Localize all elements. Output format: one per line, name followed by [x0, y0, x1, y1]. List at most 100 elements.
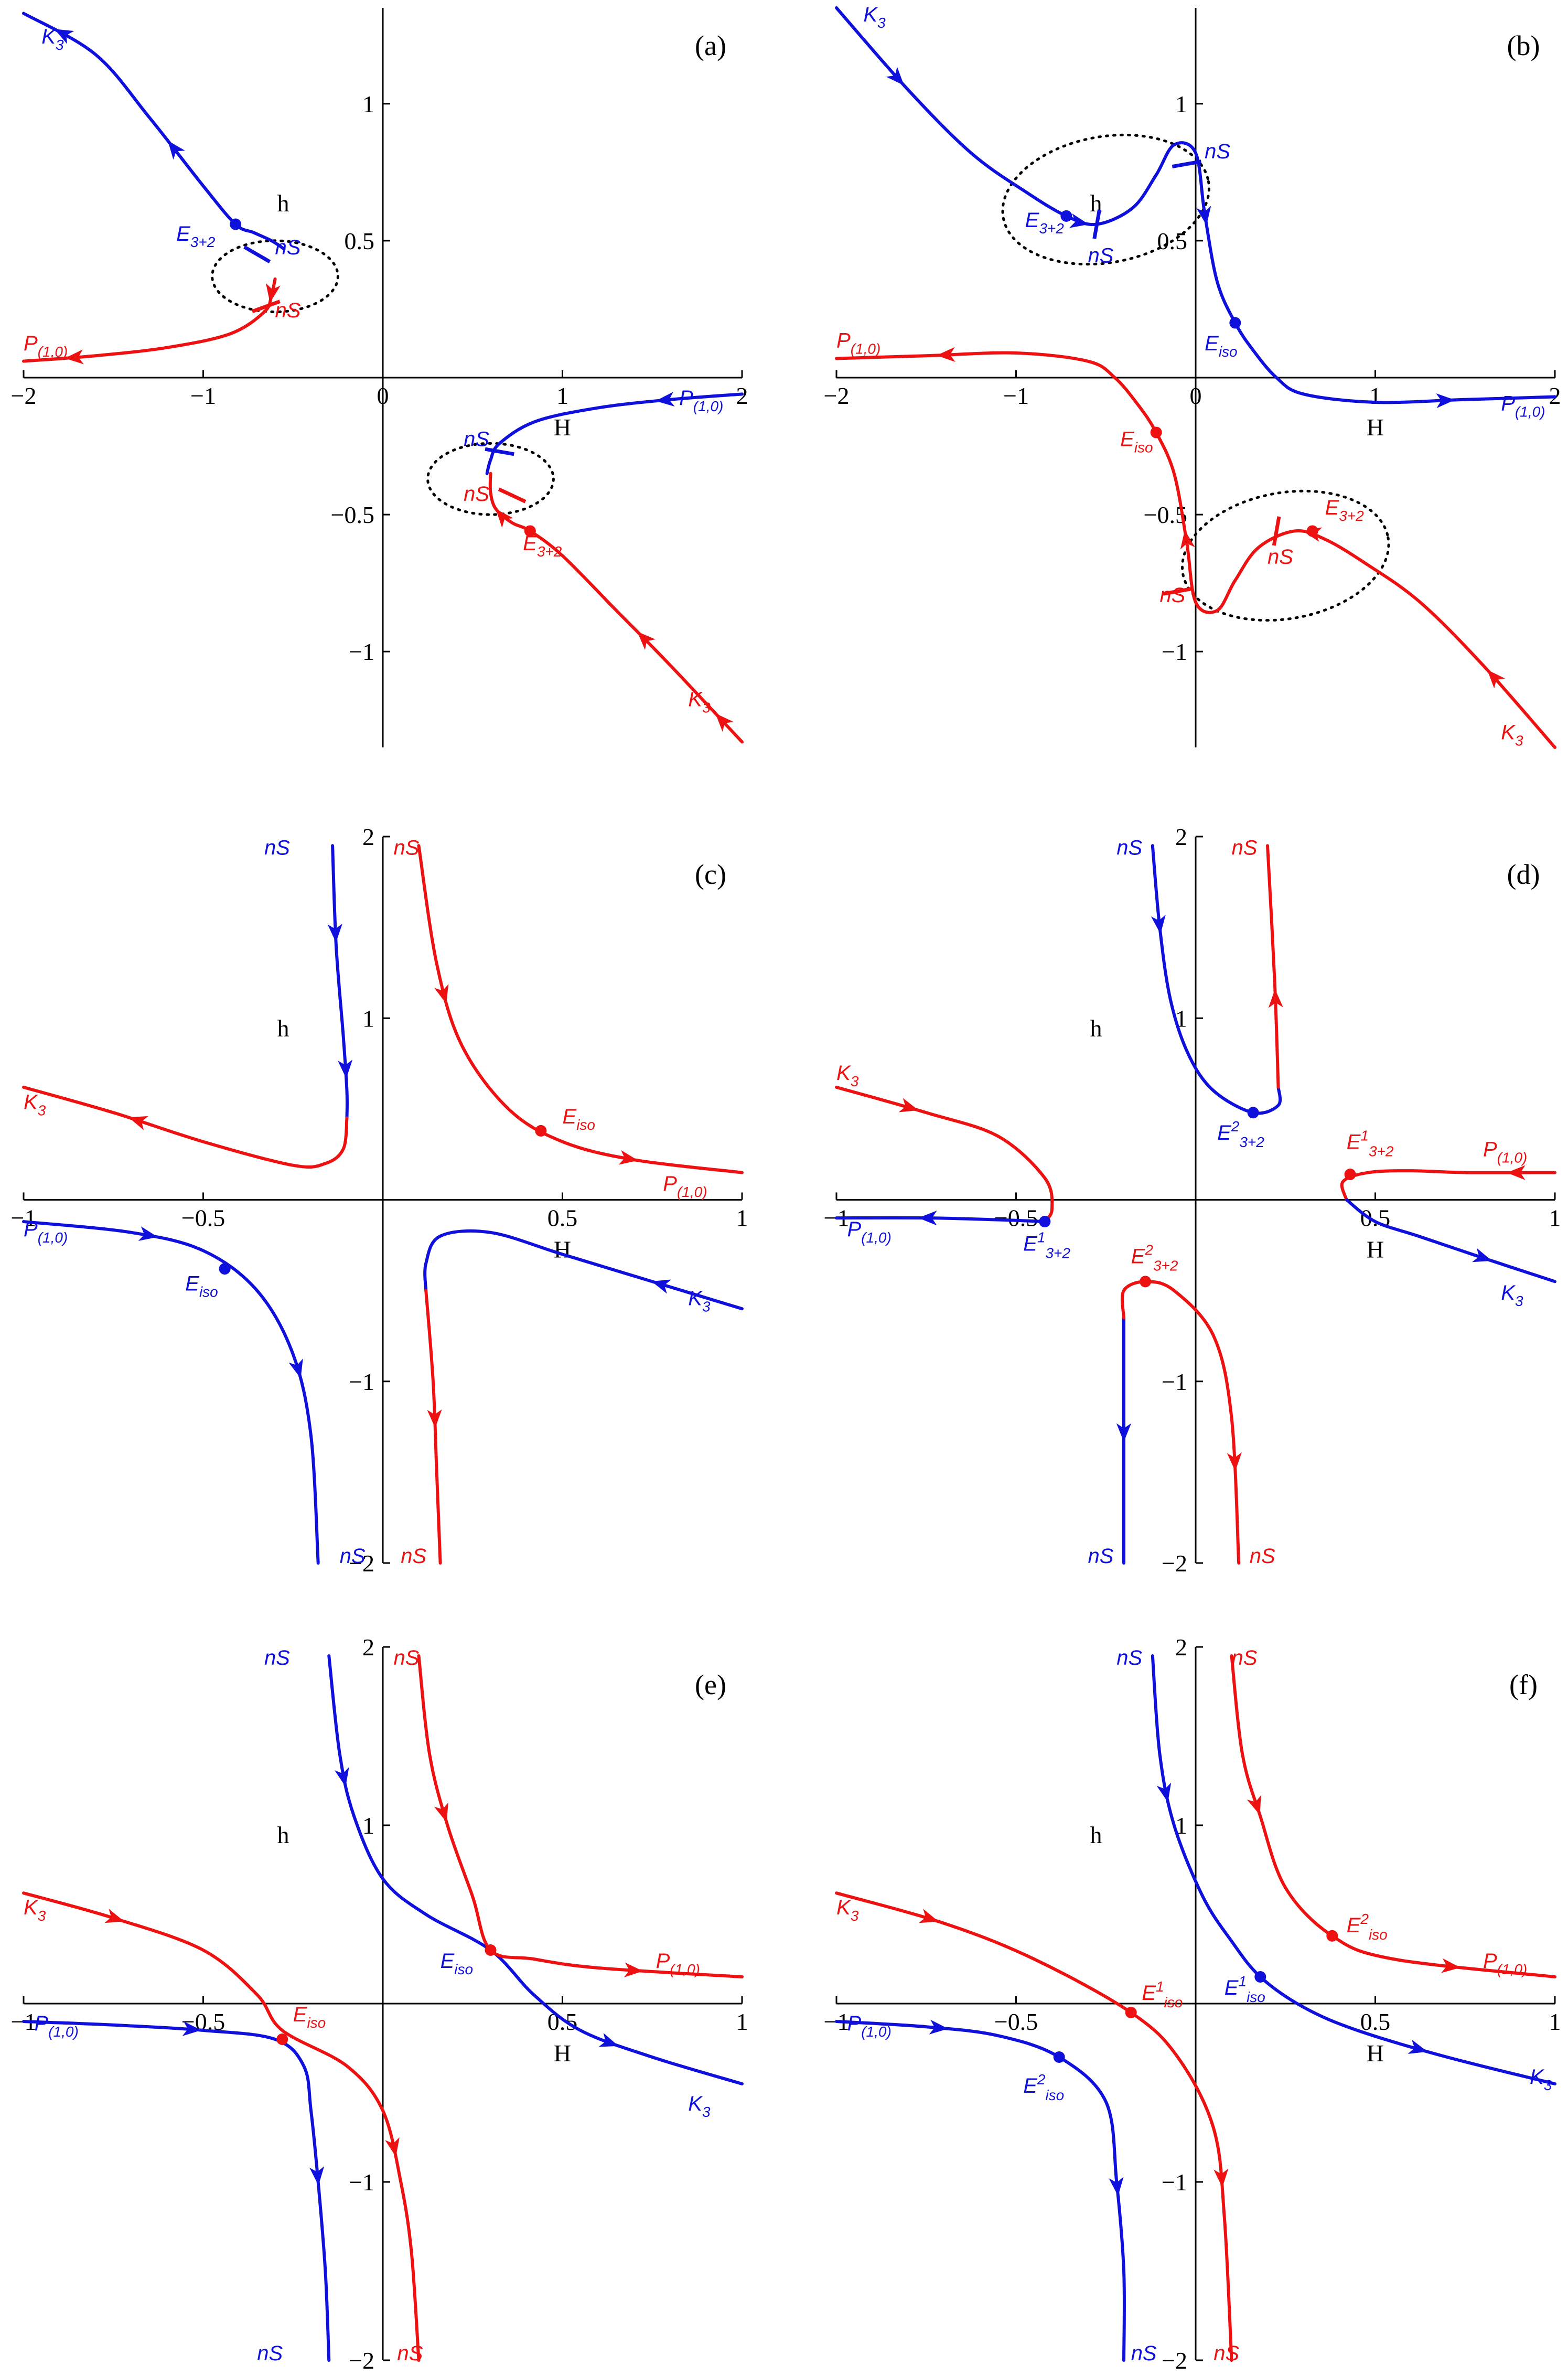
- label-main: P: [1501, 392, 1515, 415]
- equilibrium-point: [524, 525, 536, 537]
- label-main: P: [1483, 1138, 1497, 1161]
- label-main: P: [656, 1950, 670, 1973]
- label-main: E: [441, 1950, 455, 1973]
- direction-arrow: [929, 2019, 949, 2035]
- label-main: E: [1325, 496, 1340, 519]
- curve-label: K3: [24, 1090, 46, 1118]
- curve-label: E2iso: [1347, 1911, 1388, 1943]
- label-subscript: 3: [702, 700, 711, 716]
- label-main: K: [836, 1062, 852, 1085]
- curve-label: K3: [1501, 721, 1523, 748]
- direction-arrow: [1268, 989, 1283, 1008]
- panel-tag: (f): [1509, 1669, 1538, 1700]
- red-trajectory: [835, 351, 1556, 749]
- label-main: nS: [401, 1545, 426, 1568]
- label-main: nS: [275, 299, 301, 322]
- panel-tag: (c): [695, 859, 726, 890]
- label-main: nS: [1250, 1545, 1275, 1568]
- label-main: nS: [1232, 1646, 1258, 1669]
- equilibrium-point: [276, 2033, 288, 2045]
- label-main: E: [1025, 209, 1040, 232]
- curve-label: nS: [394, 1646, 420, 1669]
- curve-label: nS: [464, 428, 489, 451]
- label-subscript: (1,0): [861, 1229, 892, 1246]
- curve-label: P(1,0): [836, 329, 880, 357]
- curve-label: nS: [340, 1545, 366, 1568]
- direction-arrow: [104, 1909, 124, 1923]
- label-main: nS: [397, 2342, 423, 2365]
- label-superscript: 1: [1238, 1973, 1247, 1989]
- label-main: E: [1023, 1232, 1038, 1255]
- curve-label: nS: [1213, 2342, 1239, 2365]
- label-superscript: 2: [1037, 2071, 1046, 2088]
- label-subscript: (1,0): [861, 2024, 892, 2040]
- y-tick-label: −1: [349, 2169, 374, 2196]
- curve-label: nS: [1160, 584, 1186, 607]
- blue-trajectory: [1151, 1654, 1556, 2085]
- x-tick-label: −1: [1003, 382, 1029, 409]
- direction-arrow: [1487, 670, 1506, 689]
- red-trajectory: [835, 1085, 1054, 1224]
- curve-label: nS: [397, 2342, 423, 2365]
- x-tick-label: 1: [556, 382, 568, 409]
- crossing-mark: [251, 299, 281, 314]
- curve-label: nS: [1088, 1545, 1114, 1568]
- blue-trajectory: [835, 1216, 1047, 1224]
- label-subscript: 3+2: [1239, 1134, 1264, 1150]
- crossing-mark: [1163, 587, 1193, 596]
- y-tick-label: −2: [1162, 2347, 1187, 2374]
- direction-arrow: [936, 347, 955, 362]
- curve-label: P(1,0): [847, 1218, 892, 1246]
- direction-arrow: [1408, 2039, 1428, 2054]
- direction-arrow: [598, 2032, 619, 2047]
- direction-arrow: [434, 983, 449, 1004]
- curve-label: E3+2: [1025, 209, 1065, 237]
- x-axis-label: H: [554, 1236, 571, 1263]
- direction-arrow: [54, 29, 74, 45]
- direction-arrow: [918, 1909, 939, 1923]
- x-axis-label: H: [1367, 2040, 1384, 2067]
- y-tick-label: −1: [1162, 1368, 1187, 1395]
- equilibrium-point: [219, 1263, 231, 1275]
- y-tick-label: 2: [1175, 1634, 1187, 1661]
- curve-label: K3: [688, 688, 711, 716]
- direction-arrow: [128, 1116, 149, 1130]
- equilibrium-point: [485, 1944, 497, 1956]
- direction-arrow: [427, 1409, 442, 1428]
- label-subscript: (1,0): [693, 398, 724, 414]
- red-trajectory: [488, 472, 744, 744]
- equilibrium-point: [535, 1125, 547, 1137]
- equilibrium-point: [1140, 1276, 1152, 1288]
- label-subscript: 3+2: [1039, 220, 1064, 237]
- label-subscript: 3: [877, 15, 886, 31]
- blue-trajectory: [22, 2020, 331, 2362]
- curve-label: P(1,0): [679, 387, 723, 414]
- direction-arrow: [1472, 1248, 1492, 1262]
- label-subscript: (1,0): [677, 1184, 707, 1200]
- label-subscript: 3+2: [1369, 1143, 1394, 1160]
- label-main: K: [688, 688, 703, 711]
- curve-label: nS: [1232, 837, 1258, 860]
- label-subscript: 3: [1544, 2077, 1552, 2093]
- x-tick-label: −1: [11, 1205, 37, 1232]
- direction-arrow: [1109, 2177, 1124, 2196]
- label-main: nS: [1116, 1646, 1142, 1669]
- label-main: nS: [1160, 584, 1186, 607]
- x-tick-label: −1: [190, 382, 216, 409]
- label-subscript: iso: [1247, 1989, 1265, 2005]
- y-tick-label: −2: [349, 2347, 374, 2374]
- label-main: E: [1023, 2074, 1038, 2097]
- curve-label: nS: [264, 1646, 290, 1669]
- direction-arrow: [1436, 393, 1455, 409]
- label-subscript: 3: [38, 1102, 46, 1118]
- x-tick-label: 0.5: [547, 1205, 578, 1232]
- y-tick-label: −1: [1162, 2169, 1187, 2196]
- x-tick-label: 1: [1549, 1205, 1561, 1232]
- y-tick-label: 2: [1175, 823, 1187, 850]
- direction-arrow: [624, 1962, 643, 1977]
- curve-label: E1iso: [1142, 1978, 1183, 2010]
- x-tick-label: 0: [1190, 382, 1202, 409]
- curve-label: E2iso: [1023, 2071, 1064, 2103]
